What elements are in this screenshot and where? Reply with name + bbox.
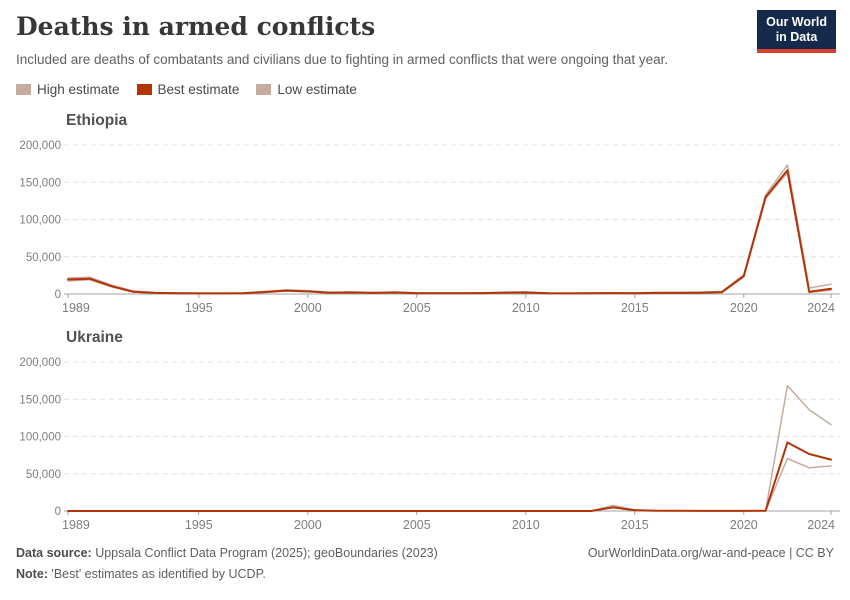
legend-label-best: Best estimate bbox=[157, 82, 240, 97]
legend-label-high: High estimate bbox=[37, 82, 120, 97]
x-axis-tick-label: 2000 bbox=[294, 301, 322, 315]
x-axis-tick-label: 1995 bbox=[185, 518, 213, 532]
x-axis-tick-label: 2005 bbox=[403, 301, 431, 315]
x-axis-tick-label: 2010 bbox=[512, 301, 540, 315]
owid-logo-line2: in Data bbox=[775, 30, 818, 44]
x-axis-tick-label: 2015 bbox=[621, 301, 649, 315]
legend-swatch-high bbox=[16, 84, 31, 95]
x-axis-tick-label: 2024 bbox=[807, 301, 835, 315]
legend-swatch-best bbox=[136, 84, 152, 95]
y-axis-tick-label: 0 bbox=[55, 289, 61, 301]
footer-note: Note: 'Best' estimates as identified by … bbox=[16, 567, 834, 581]
footer-source-label: Data source: bbox=[16, 546, 92, 560]
footer-source: Data source: Uppsala Conflict Data Progr… bbox=[16, 546, 834, 560]
line-chart-ethiopia: 0 50,000 100,000 150,000 200,000 1989 1995 2000… bbox=[19, 140, 840, 315]
line-chart-ukraine: 0 50,000 100,000 150,000 200,000 1989 1995 2000… bbox=[19, 357, 840, 532]
series-line-high-estimate[interactable] bbox=[67, 164, 832, 294]
x-axis-tick-label: 2005 bbox=[403, 518, 431, 532]
legend-item-best: Best estimate bbox=[136, 82, 240, 97]
x-axis-tick-label: 1995 bbox=[185, 301, 213, 315]
page-title: Deaths in armed conflicts bbox=[16, 12, 376, 41]
y-axis-tick-label: 200,000 bbox=[19, 140, 61, 152]
x-axis-tick-label: 1989 bbox=[62, 301, 90, 315]
legend-item-high: High estimate bbox=[16, 82, 120, 97]
y-axis-tick-label: 50,000 bbox=[26, 252, 61, 264]
legend-label-low: Low estimate bbox=[277, 82, 357, 97]
footer-note-text: 'Best' estimates as identified by UCDP. bbox=[47, 567, 266, 581]
x-axis-tick-label: 1989 bbox=[62, 518, 90, 532]
series-line-best-estimate[interactable] bbox=[67, 169, 832, 295]
chart-subtitle: Included are deaths of combatants and ci… bbox=[16, 52, 669, 67]
x-axis-tick-label: 2020 bbox=[730, 518, 758, 532]
owid-logo-line1: Our World bbox=[766, 15, 827, 29]
x-axis-tick-label: 2010 bbox=[512, 518, 540, 532]
x-axis-tick-label: 2024 bbox=[807, 518, 835, 532]
y-axis-tick-label: 50,000 bbox=[26, 469, 61, 481]
y-axis-tick-label: 150,000 bbox=[19, 394, 61, 406]
series-line-low-estimate[interactable] bbox=[67, 457, 832, 512]
x-axis-tick-label: 2000 bbox=[294, 518, 322, 532]
series-line-best-estimate[interactable] bbox=[67, 441, 832, 512]
x-axis-tick-label: 2015 bbox=[621, 518, 649, 532]
owid-logo: Our World in Data bbox=[757, 10, 836, 53]
footer-source-text: Uppsala Conflict Data Program (2025); ge… bbox=[91, 546, 438, 560]
chart-title-ukraine: Ukraine bbox=[66, 329, 123, 346]
y-axis-tick-label: 200,000 bbox=[19, 357, 61, 369]
legend-swatch-low bbox=[256, 84, 272, 95]
legend-item-low: Low estimate bbox=[256, 82, 357, 97]
series-line-high-estimate[interactable] bbox=[67, 385, 832, 512]
chart-title-ethiopia: Ethiopia bbox=[66, 112, 128, 129]
y-axis-tick-label: 100,000 bbox=[19, 215, 61, 227]
y-axis-tick-label: 0 bbox=[55, 506, 61, 518]
footer-note-label: Note: bbox=[16, 567, 48, 581]
x-axis-tick-label: 2020 bbox=[730, 301, 758, 315]
footer: Data source: Uppsala Conflict Data Progr… bbox=[16, 546, 834, 581]
legend: High estimate Best estimate Low estimate bbox=[16, 82, 357, 97]
series-line-low-estimate[interactable] bbox=[67, 171, 832, 295]
footer-attribution-link[interactable]: OurWorldinData.org/war-and-peace | CC BY bbox=[587, 546, 834, 560]
y-axis-tick-label: 100,000 bbox=[19, 432, 61, 444]
y-axis-tick-label: 150,000 bbox=[19, 177, 61, 189]
